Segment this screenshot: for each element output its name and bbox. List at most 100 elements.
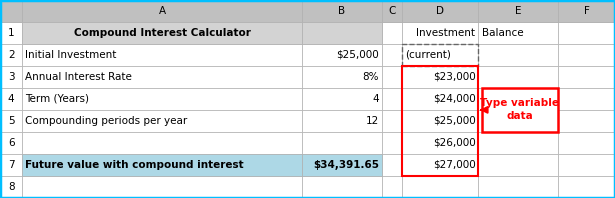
Bar [402,154,478,176]
Text: A: A [159,6,165,16]
Bar [558,154,615,176]
Text: $24,000: $24,000 [432,94,475,104]
Bar [558,132,615,154]
Bar [402,0,478,22]
Text: F: F [584,6,590,16]
Bar [478,132,558,154]
Text: D: D [436,6,444,16]
Bar [22,0,302,22]
Bar [558,0,615,22]
Text: $27,000: $27,000 [432,160,475,170]
Bar [382,0,402,22]
Bar [302,66,382,88]
Bar [22,132,302,154]
Bar [22,154,302,176]
Bar [22,110,302,132]
Text: (current): (current) [405,50,451,60]
Bar [0,110,22,132]
Bar [302,88,382,110]
Text: $34,391.65: $34,391.65 [313,160,379,170]
Text: 4: 4 [372,94,379,104]
Bar [382,44,402,66]
Bar [382,66,402,88]
Bar [382,154,402,176]
Text: Annual Interest Rate: Annual Interest Rate [25,72,132,82]
Bar [22,154,302,176]
Text: $25,000: $25,000 [336,50,379,60]
Bar [402,44,478,66]
Bar [478,110,558,132]
Text: E: E [515,6,522,16]
Text: 5: 5 [8,116,14,126]
Bar [302,22,382,44]
Bar [402,66,478,176]
Bar [478,22,558,44]
Bar [478,66,558,88]
Bar [382,132,402,154]
Bar [302,110,382,132]
Bar [302,22,382,44]
Bar [478,0,558,22]
Bar [558,0,615,22]
Bar [402,22,478,44]
Bar [22,176,302,198]
Bar [22,88,302,110]
Bar [302,0,382,22]
Bar [302,0,382,22]
Bar [382,88,402,110]
Bar [0,132,22,154]
Bar [382,176,402,198]
Bar [22,44,302,66]
Bar [558,44,615,66]
Text: 3: 3 [8,72,14,82]
Text: 2: 2 [8,50,14,60]
Bar [22,22,302,44]
Bar [402,66,478,88]
Bar [402,176,478,198]
Bar [0,66,22,88]
Bar [0,0,22,22]
Text: 8: 8 [8,182,14,192]
Bar [0,0,22,22]
Text: 7: 7 [8,160,14,170]
Text: 1: 1 [8,28,14,38]
Text: $26,000: $26,000 [432,138,475,148]
Bar [302,154,382,176]
Bar [402,132,478,154]
Bar [0,88,22,110]
Bar [558,22,615,44]
Bar [558,110,615,132]
Bar [302,44,382,66]
Bar [402,88,478,110]
Bar [382,110,402,132]
Text: Future value with compound interest: Future value with compound interest [25,160,244,170]
Text: Balance: Balance [482,28,523,38]
Text: 4: 4 [8,94,14,104]
Text: Compound Interest Calculator: Compound Interest Calculator [74,28,250,38]
Text: Investment: Investment [416,28,475,38]
Bar [302,176,382,198]
Bar [482,88,558,132]
Bar [0,176,22,198]
Bar [0,154,22,176]
Bar [478,0,558,22]
Bar [402,0,478,22]
Text: B: B [338,6,346,16]
Bar [558,176,615,198]
Bar [478,176,558,198]
Bar [302,132,382,154]
Bar [558,66,615,88]
Bar [0,44,22,66]
Bar [402,44,478,66]
Text: Compounding periods per year: Compounding periods per year [25,116,188,126]
Bar [478,44,558,66]
Bar [22,22,302,44]
Bar [0,22,22,44]
Text: 8%: 8% [362,72,379,82]
Bar [22,66,302,88]
Bar [402,110,478,132]
Text: C: C [388,6,395,16]
Bar [22,0,302,22]
Text: $23,000: $23,000 [432,72,475,82]
Bar [558,88,615,110]
